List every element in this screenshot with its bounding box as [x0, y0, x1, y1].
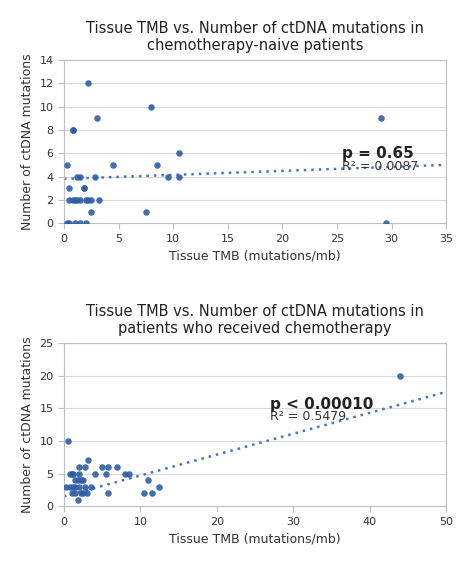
Point	[140, 488, 148, 498]
Point	[76, 195, 84, 204]
Point	[65, 218, 73, 228]
Point	[77, 475, 84, 484]
Text: R² = 0.0087: R² = 0.0087	[342, 160, 419, 173]
Y-axis label: Number of ctDNA mutations: Number of ctDNA mutations	[21, 53, 34, 230]
Point	[102, 469, 110, 478]
Point	[175, 172, 182, 181]
Point	[74, 495, 82, 504]
Point	[69, 195, 76, 204]
Point	[84, 79, 92, 88]
X-axis label: Tissue TMB (mutations/mb): Tissue TMB (mutations/mb)	[169, 249, 341, 262]
Point	[83, 488, 91, 498]
Point	[71, 195, 79, 204]
Point	[75, 469, 83, 478]
Point	[147, 102, 155, 111]
Title: Tissue TMB vs. Number of ctDNA mutations in
chemotherapy-naive patients: Tissue TMB vs. Number of ctDNA mutations…	[86, 21, 424, 53]
Point	[72, 482, 79, 491]
Point	[69, 482, 77, 491]
Point	[76, 218, 84, 228]
Point	[65, 184, 73, 193]
Point	[68, 469, 75, 478]
Point	[64, 218, 71, 228]
Point	[383, 218, 390, 228]
Point	[125, 469, 133, 478]
Point	[71, 218, 79, 228]
Point	[153, 160, 161, 169]
Point	[77, 488, 84, 498]
Point	[87, 207, 95, 216]
Point	[72, 475, 79, 484]
Point	[80, 184, 87, 193]
Point	[104, 462, 112, 471]
Point	[76, 172, 84, 181]
Point	[82, 462, 89, 471]
X-axis label: Tissue TMB (mutations/mb): Tissue TMB (mutations/mb)	[169, 532, 341, 545]
Point	[72, 488, 79, 498]
Title: Tissue TMB vs. Number of ctDNA mutations in
patients who received chemotherapy: Tissue TMB vs. Number of ctDNA mutations…	[86, 304, 424, 336]
Point	[82, 218, 90, 228]
Point	[114, 462, 121, 471]
Point	[164, 172, 172, 181]
Point	[109, 160, 117, 169]
Point	[66, 469, 74, 478]
Point	[175, 149, 182, 158]
Point	[75, 482, 83, 491]
Text: R² = 0.5479: R² = 0.5479	[270, 410, 346, 423]
Point	[73, 195, 81, 204]
Point	[82, 482, 89, 491]
Point	[144, 475, 152, 484]
Point	[121, 469, 129, 478]
Point	[84, 195, 92, 204]
Text: p < 0.00010: p < 0.00010	[270, 397, 374, 411]
Point	[75, 462, 83, 471]
Point	[155, 482, 163, 491]
Point	[74, 475, 82, 484]
Point	[73, 172, 81, 181]
Point	[397, 371, 404, 380]
Point	[99, 462, 106, 471]
Point	[104, 488, 112, 498]
Point	[69, 126, 76, 135]
Point	[64, 160, 71, 169]
Point	[91, 172, 98, 181]
Point	[91, 469, 98, 478]
Y-axis label: Number of ctDNA mutations: Number of ctDNA mutations	[21, 336, 34, 513]
Point	[64, 436, 72, 445]
Point	[84, 456, 92, 465]
Point	[65, 195, 73, 204]
Point	[82, 195, 90, 204]
Point	[148, 488, 155, 498]
Point	[79, 488, 87, 498]
Point	[87, 482, 94, 491]
Point	[95, 195, 103, 204]
Point	[66, 482, 74, 491]
Point	[87, 195, 95, 204]
Point	[79, 475, 87, 484]
Point	[69, 126, 76, 135]
Point	[142, 207, 150, 216]
Point	[63, 482, 70, 491]
Point	[377, 114, 384, 123]
Text: p = 0.65: p = 0.65	[342, 147, 414, 161]
Point	[80, 184, 87, 193]
Point	[69, 469, 77, 478]
Point	[93, 114, 100, 123]
Point	[68, 488, 75, 498]
